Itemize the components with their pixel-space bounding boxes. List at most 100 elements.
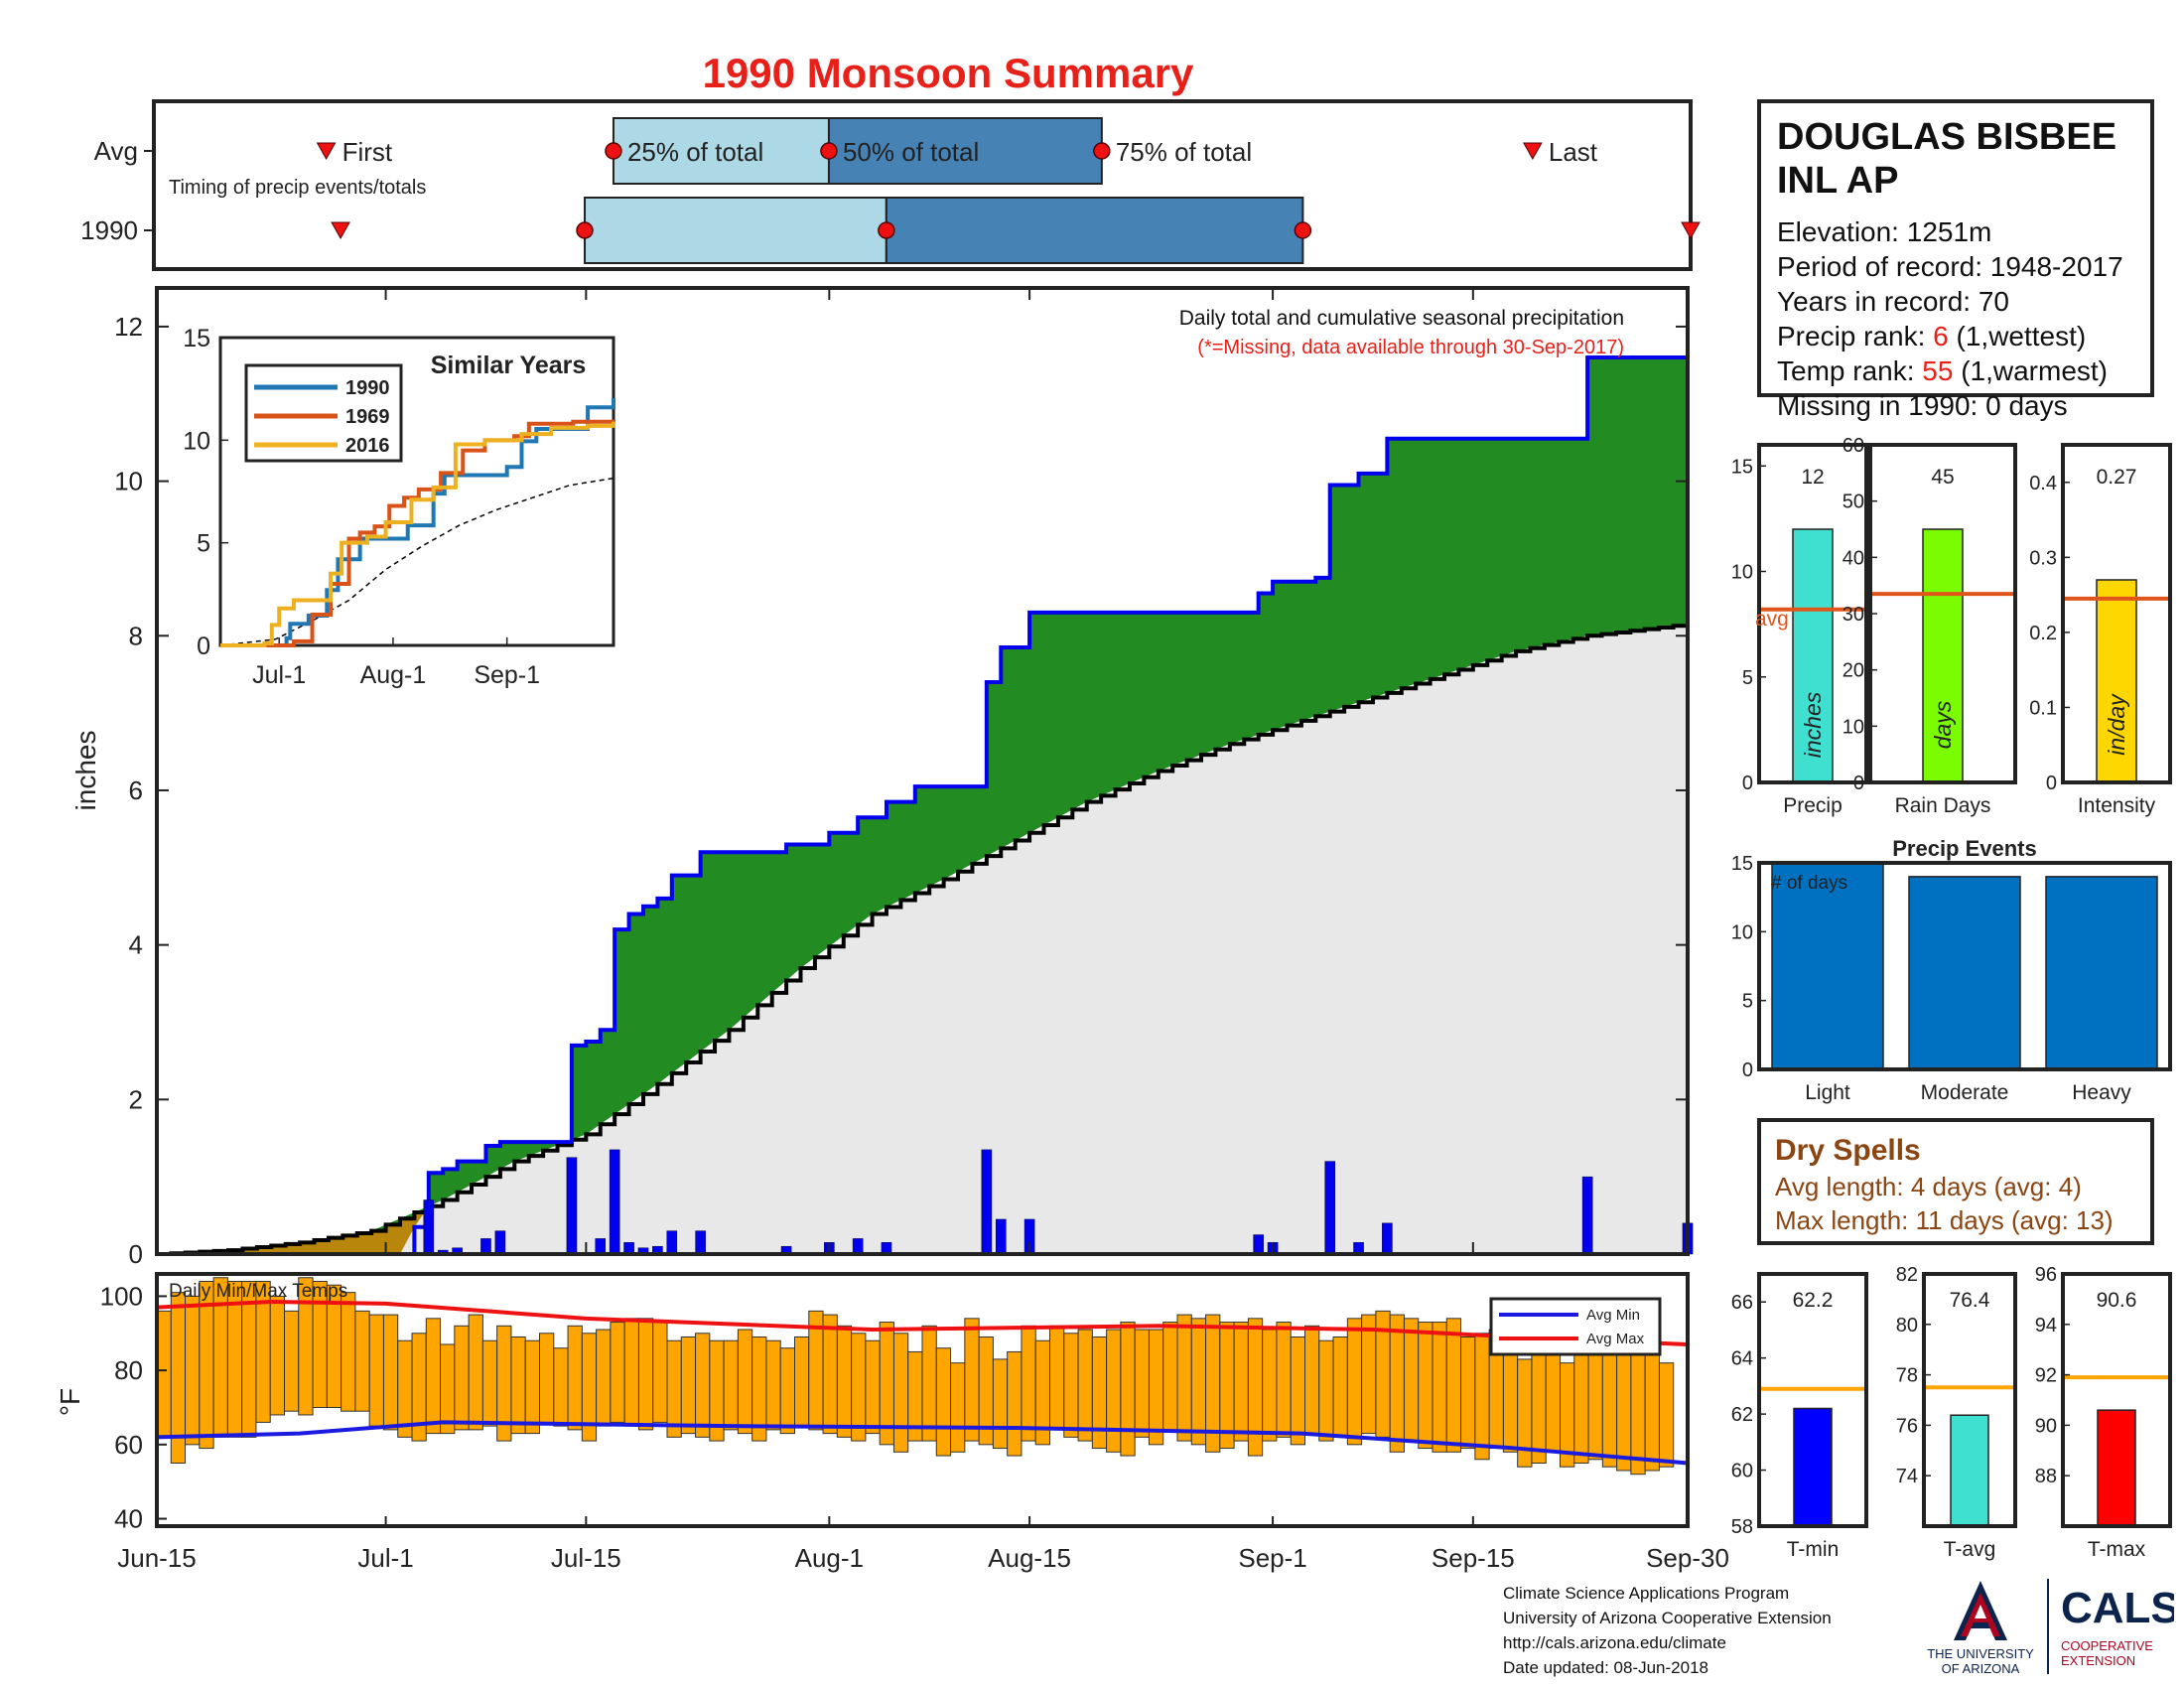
footer-line3: http://cals.arizona.edu/climate — [1503, 1633, 1726, 1652]
daily-precip-bar — [566, 1157, 578, 1255]
daily-temp-bar — [397, 1339, 413, 1438]
temp-ytick-label: 40 — [114, 1504, 143, 1534]
university-of-arizona-logo: THE UNIVERSITY OF ARIZONA — [1927, 1581, 2034, 1676]
station-elevation: Elevation: 1251m — [1777, 216, 1992, 247]
daily-temp-bar — [567, 1325, 583, 1431]
xtick-label: Aug-15 — [988, 1543, 1071, 1573]
cals-logo-line2: EXTENSION — [2061, 1653, 2135, 1668]
temp-legend-min-label: Avg Min — [1586, 1307, 1640, 1324]
daily-temp-bar — [269, 1295, 286, 1416]
cals-logo-word: CALS — [2061, 1584, 2174, 1632]
daily-temp-bar — [1531, 1336, 1547, 1464]
daily-temp-bar — [382, 1314, 399, 1431]
tstat-bar-t-min — [1793, 1407, 1833, 1527]
dry-spells-box: Dry Spells Avg length: 4 days (avg: 4) M… — [1757, 1118, 2154, 1245]
daily-temp-bar — [666, 1339, 682, 1438]
timing-box-q50-q75 — [827, 117, 1103, 185]
events-bar-moderate — [1908, 876, 2021, 1070]
precip-ytick-label: 2 — [129, 1084, 143, 1114]
ua-logo-line1: THE UNIVERSITY — [1927, 1646, 2034, 1661]
inset-ytick-label: 0 — [197, 633, 210, 660]
inset-xtick-label: Jul-1 — [252, 661, 306, 689]
stat-ytick-label: 0 — [1853, 773, 1864, 794]
daily-temp-bar — [1601, 1339, 1618, 1468]
tstat-ytick-label: 96 — [2035, 1264, 2057, 1286]
temps-panel: 40 60 80 100 Daily Min/Max Temps °F Avg Min Avg… — [55, 1272, 1729, 1573]
precip-annotation: Daily total and cumulative seasonal prec… — [1179, 307, 1624, 330]
timing-row-label: 1990 — [80, 215, 138, 245]
daily-temp-bar — [1247, 1318, 1264, 1457]
precip-stats-panels: 0 5 10 15 12 Precip inches avg 0 10 20 30 40 50 60 45 Ra… — [1731, 435, 2172, 817]
below-average-area — [157, 1205, 429, 1254]
temp-ytick-label: 80 — [114, 1355, 143, 1385]
stat-category-label: Intensity — [2078, 794, 2156, 817]
stat-ytick-label: 60 — [1843, 435, 1864, 457]
stat-ytick-label: 50 — [1843, 492, 1864, 513]
stat-value-label: 45 — [1931, 466, 1954, 489]
daily-temp-bar — [1021, 1325, 1036, 1442]
daily-temp-bar — [695, 1333, 711, 1438]
daily-precip-bar — [1581, 1176, 1593, 1255]
stat-ytick-label: 0.3 — [2029, 547, 2057, 569]
precip-rank-prefix: Precip rank: — [1777, 321, 1934, 352]
inset-average-dashed-line — [219, 477, 614, 646]
daily-temp-bar — [1630, 1343, 1646, 1476]
station-name-line2: INL AP — [1777, 160, 1899, 202]
timing-label-25: 25% of total — [627, 137, 763, 167]
daily-temp-bar — [1658, 1362, 1675, 1468]
daily-precip-bar — [981, 1149, 993, 1255]
daily-temp-bar — [1644, 1339, 1660, 1472]
average-cumulative-area — [157, 624, 1688, 1254]
stat-ytick-label: 0 — [1742, 773, 1753, 794]
daily-temp-bar — [765, 1339, 781, 1431]
ua-logo-line2: OF ARIZONA — [1942, 1661, 2020, 1676]
daily-temp-bar — [185, 1295, 201, 1446]
station-info-box: DOUGLAS BISBEE INL AP Elevation: 1251m P… — [1757, 99, 2154, 421]
tstat-panel-frame — [2061, 1272, 2172, 1528]
daily-temp-bar — [1233, 1322, 1249, 1442]
stat-bar-unit-label: in/day — [2104, 693, 2129, 756]
daily-temp-bar — [1176, 1314, 1192, 1442]
xtick-label: Sep-30 — [1646, 1543, 1729, 1573]
daily-temp-bar — [892, 1333, 909, 1453]
cumulative-1990-line — [157, 323, 1690, 1256]
daily-temp-bar — [836, 1325, 853, 1438]
tstat-category-label: T-min — [1787, 1538, 1840, 1561]
daily-precip-bar — [852, 1238, 864, 1255]
daily-temp-bar — [1106, 1329, 1122, 1453]
daily-temp-bar — [1361, 1314, 1377, 1435]
timing-label-50: 50% of total — [843, 137, 979, 167]
timing-panel: Avg 1990 First 25% of total 50% of total 75% … — [80, 99, 1701, 271]
footer-line2: University of Arizona Cooperative Extens… — [1503, 1609, 1832, 1627]
xtick-label: Jul-1 — [357, 1543, 413, 1573]
timing-label-75: 75% of total — [1116, 137, 1252, 167]
daily-temp-bar — [610, 1322, 625, 1423]
daily-temp-bar — [440, 1343, 456, 1435]
daily-precip-bar — [1324, 1161, 1336, 1255]
events-frame — [1757, 861, 2172, 1071]
station-name: DOUGLAS BISBEE INL AP — [1777, 115, 2134, 203]
daily-temp-bar — [468, 1314, 483, 1431]
tstat-ytick-label: 80 — [1896, 1315, 1918, 1336]
tstat-value-label: 62.2 — [1793, 1289, 1834, 1312]
tstat-ytick-label: 92 — [2035, 1365, 2057, 1387]
station-name-line1: DOUGLAS BISBEE — [1777, 116, 2117, 158]
timing-label-last: Last — [1549, 137, 1598, 167]
precip-events-panel: Light Moderate Heavy 0 5 10 15 Precip Events # o… — [1731, 836, 2172, 1104]
timing-row-label: Avg — [94, 136, 138, 166]
tstat-value-label: 76.4 — [1950, 1289, 1990, 1312]
footer-line4: Date updated: 08-Jun-2018 — [1503, 1658, 1708, 1677]
inset-series-line-1969 — [220, 419, 615, 647]
timing-box-q25-q50 — [584, 197, 887, 264]
footer-credits: Climate Science Applications Program Uni… — [1503, 1581, 1832, 1680]
daily-temp-bar — [779, 1347, 796, 1435]
daily-temp-bar — [935, 1347, 952, 1457]
daily-temp-bar — [1148, 1329, 1164, 1446]
daily-temp-bar — [992, 1358, 1009, 1450]
inset-xtick-label: Sep-1 — [474, 661, 540, 689]
xtick-label: Aug-1 — [795, 1543, 864, 1573]
daily-precip-bar — [423, 1199, 435, 1255]
timing-quantile-marker — [1294, 221, 1312, 239]
events-category-label: Moderate — [1921, 1081, 2009, 1104]
